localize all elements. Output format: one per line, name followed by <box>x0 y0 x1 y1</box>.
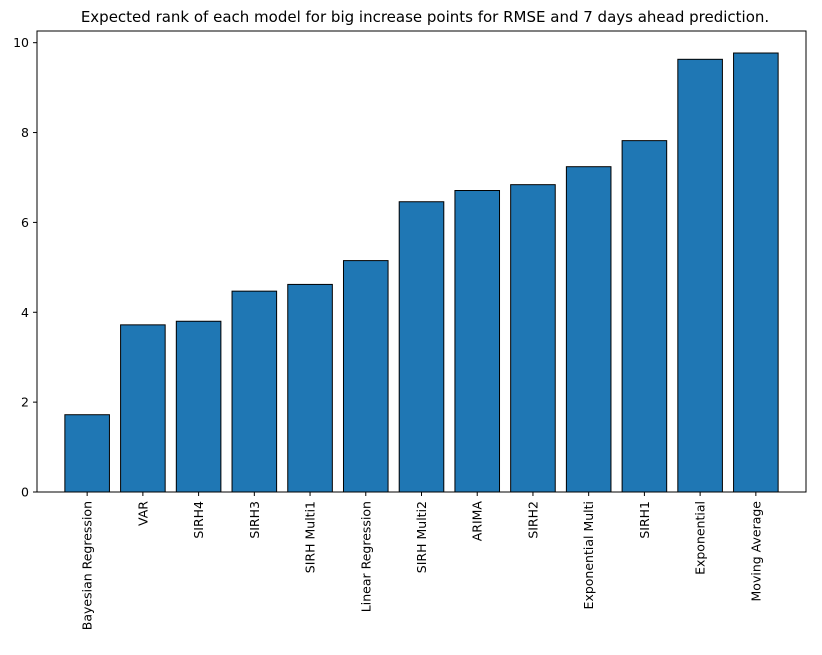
bar-moving-average <box>733 52 779 493</box>
bars-group <box>64 52 779 493</box>
y-tick-label: 6 <box>21 215 29 230</box>
x-tick-label: SIRH Multi2 <box>414 501 429 573</box>
bar-sirh-multi2 <box>398 201 445 493</box>
y-tick-label: 10 <box>13 35 29 50</box>
y-axis: 0 2 4 6 8 10 <box>13 35 37 500</box>
bar-bayesian-regression <box>64 414 110 493</box>
plot-area-frame <box>36 30 807 493</box>
bar-sirh1 <box>621 140 668 493</box>
x-tick-label: Moving Average <box>748 501 763 602</box>
x-tick-label: Exponential Multi <box>581 501 596 609</box>
x-tick-label: SIRH2 <box>525 501 540 539</box>
x-tick-label: ARIMA <box>470 501 485 542</box>
bar-sirh3 <box>231 290 278 493</box>
y-tick-label: 2 <box>21 395 29 410</box>
x-tick-label: SIRH Multi1 <box>303 501 318 573</box>
y-tick-label: 4 <box>21 305 29 320</box>
x-axis: Bayesian Regression VAR SIRH4 SIRH3 SIRH Mul… <box>80 492 763 630</box>
x-tick-label: Linear Regression <box>358 501 373 612</box>
x-tick-label: SIRH4 <box>191 501 206 539</box>
x-tick-label: Bayesian Regression <box>80 501 95 630</box>
x-tick-label: Exponential <box>693 501 708 575</box>
y-tick-label: 8 <box>21 125 29 140</box>
bar-var <box>120 324 166 493</box>
x-tick-label: SIRH1 <box>637 501 652 539</box>
chart-title: Expected rank of each model for big incr… <box>81 8 769 26</box>
bar-exponential-multi <box>565 166 612 493</box>
bar-arima <box>454 190 501 493</box>
bar-exponential <box>677 58 723 493</box>
bar-sirh4 <box>175 320 222 493</box>
x-tick-label: SIRH3 <box>247 501 262 539</box>
bar-sirh2 <box>510 184 556 493</box>
x-tick-label: VAR <box>135 501 150 526</box>
bar-sirh-multi1 <box>287 283 333 493</box>
bar-linear-regression <box>342 260 389 493</box>
y-tick-label: 0 <box>21 485 29 500</box>
